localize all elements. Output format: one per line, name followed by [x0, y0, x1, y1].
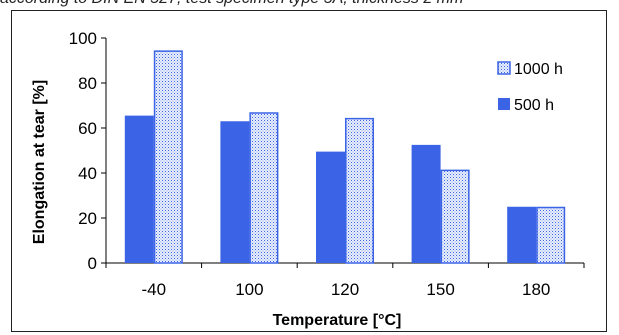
- legend-swatch: [497, 61, 511, 75]
- bar-1000h--40: [153, 50, 183, 264]
- bar-1000h-120: [345, 117, 374, 264]
- x-tick-label: 150: [426, 280, 454, 299]
- x-tick-label: 120: [331, 280, 359, 299]
- x-tick-label: 100: [235, 280, 263, 299]
- legend-swatch: [498, 98, 510, 110]
- x-axis-label: Temperature [°C]: [273, 312, 402, 329]
- y-tick-label: 0: [88, 254, 97, 273]
- bars: [124, 50, 566, 264]
- legend-label: 1000 h: [514, 61, 563, 78]
- figure-caption: according to DIN EN 527, test specimen t…: [0, 0, 619, 8]
- bar-1000h-180: [536, 206, 566, 264]
- bar-500h-180: [507, 206, 537, 263]
- x-tick-label: -40: [142, 280, 167, 299]
- bar-500h-120: [316, 151, 345, 263]
- bar-500h--40: [124, 115, 154, 263]
- y-tick-label: 100: [69, 29, 97, 48]
- legend-label: 500 h: [514, 97, 554, 114]
- y-tick-label: 80: [78, 74, 97, 93]
- y-tick-label: 40: [78, 164, 97, 183]
- legend: 1000 h 500 h: [497, 61, 563, 114]
- bar-1000h-150: [440, 169, 470, 264]
- bar-1000h-100: [249, 112, 279, 264]
- bar-500h-150: [411, 144, 441, 263]
- x-tick-label: 180: [522, 280, 550, 299]
- axes: 0 20 40 60 80 100 -40 100 120 150 180: [69, 29, 585, 299]
- y-axis-label: Elongation at tear [%]: [31, 80, 48, 244]
- y-tick-label: 20: [78, 209, 97, 228]
- y-tick-label: 60: [78, 119, 97, 138]
- chart-frame: [11, 10, 607, 332]
- bar-500h-100: [220, 121, 250, 263]
